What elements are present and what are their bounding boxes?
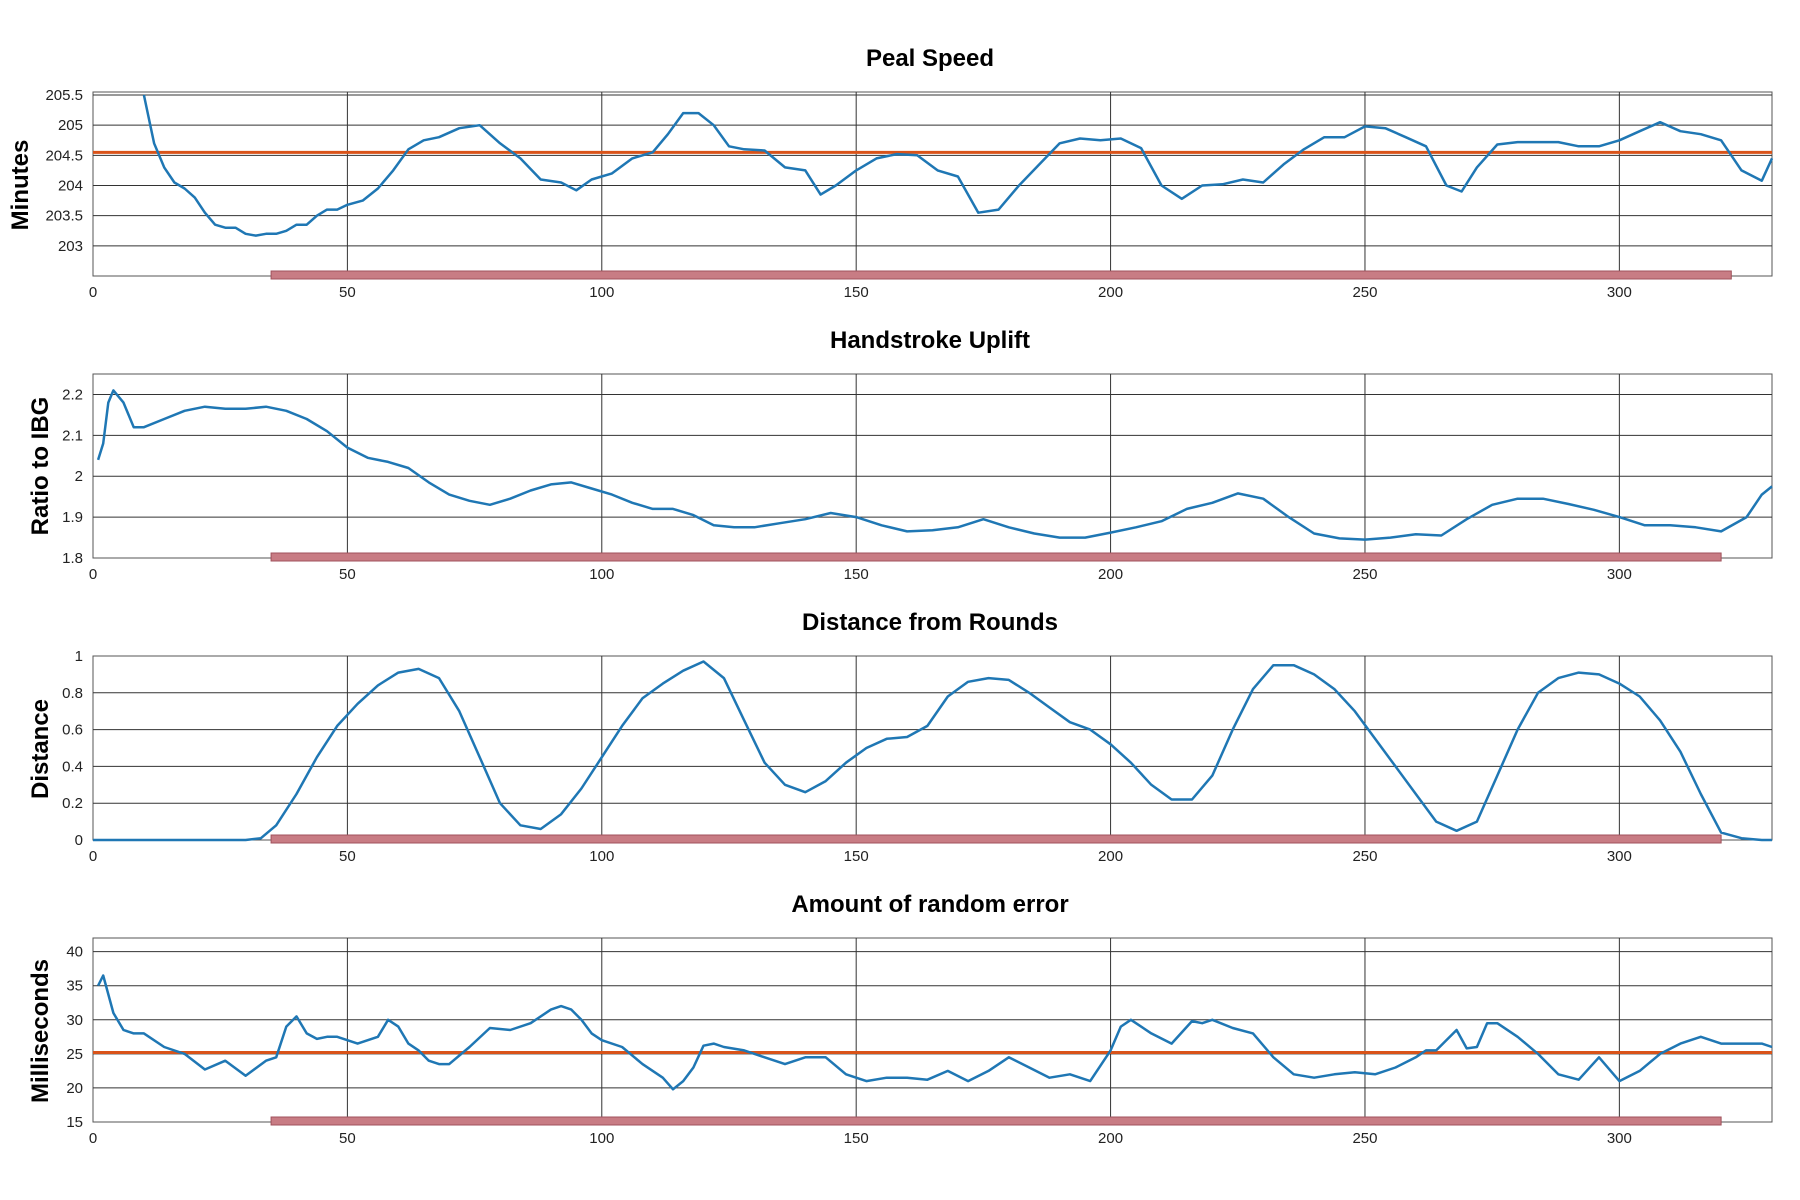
y-tick-label: 203 — [58, 238, 83, 255]
y-tick-label: 1.8 — [62, 550, 83, 567]
x-tick-label: 100 — [589, 848, 614, 865]
highlight-bar — [270, 834, 1722, 844]
y-tick-label: 205 — [58, 117, 83, 134]
x-tick-label: 250 — [1352, 848, 1377, 865]
x-tick-label: 300 — [1607, 1130, 1632, 1147]
chart-peal-speed: Peal Speed Minutes 0 50 100 150 200 250 300 203… — [7, 45, 1774, 301]
series-line — [96, 389, 1773, 541]
series-line — [93, 660, 1772, 842]
plot-area — [92, 655, 1773, 841]
x-tick-label: 0 — [89, 848, 97, 865]
y-tick-label: 204 — [58, 178, 83, 195]
x-tick-label: 300 — [1607, 848, 1632, 865]
x-tick-label: 50 — [339, 848, 356, 865]
x-tick-label: 150 — [844, 848, 869, 865]
chart-distance-from-rounds: Distance from Rounds Distance 0 50 100 150 2… — [27, 609, 1773, 865]
y-tick-label: 40 — [66, 944, 83, 961]
y-axis-label: Milliseconds — [27, 959, 54, 1103]
x-tick-label: 200 — [1098, 566, 1123, 583]
y-tick-label: 203.5 — [45, 208, 83, 225]
chart-handstroke-uplift: Handstroke Uplift Ratio to IBG 0 50 100 150… — [27, 327, 1773, 583]
chart-title: Distance from Rounds — [802, 609, 1058, 636]
x-tick-label: 150 — [844, 1130, 869, 1147]
x-tick-label: 100 — [589, 1130, 614, 1147]
y-tick-label: 2.1 — [62, 427, 83, 444]
y-tick-label: 0.6 — [62, 722, 83, 739]
y-tick-label: 0.8 — [62, 685, 83, 702]
highlight-bar — [270, 1116, 1722, 1126]
y-tick-label: 35 — [66, 978, 83, 995]
chart-random-error: Amount of random error Milliseconds 0 50 1… — [27, 891, 1773, 1147]
y-tick-label: 20 — [66, 1080, 83, 1097]
y-tick-label: 15 — [66, 1114, 83, 1131]
x-tick-label: 50 — [339, 284, 356, 301]
x-tick-label: 200 — [1098, 848, 1123, 865]
y-tick-label: 205.5 — [45, 87, 83, 104]
x-tick-label: 150 — [844, 566, 869, 583]
chart-title: Amount of random error — [791, 891, 1068, 918]
x-tick-label: 50 — [339, 1130, 356, 1147]
x-tick-label: 100 — [589, 284, 614, 301]
x-tick-label: 50 — [339, 566, 356, 583]
y-axis-label: Distance — [27, 699, 54, 799]
x-tick-label: 250 — [1352, 1130, 1377, 1147]
y-tick-label: 0.2 — [62, 795, 83, 812]
plot-area — [92, 91, 1773, 277]
x-tick-label: 200 — [1098, 284, 1123, 301]
chart-title: Peal Speed — [866, 45, 994, 72]
y-tick-label: 2 — [75, 468, 83, 485]
series-line — [96, 974, 1773, 1091]
x-tick-label: 300 — [1607, 284, 1632, 301]
x-tick-label: 250 — [1352, 284, 1377, 301]
y-tick-label: 0 — [75, 832, 83, 849]
x-tick-label: 0 — [89, 284, 97, 301]
y-tick-label: 0.4 — [62, 758, 83, 775]
x-tick-label: 250 — [1352, 566, 1377, 583]
x-tick-label: 300 — [1607, 566, 1632, 583]
y-tick-label: 1 — [75, 648, 83, 665]
y-tick-label: 1.9 — [62, 509, 83, 526]
x-tick-label: 0 — [89, 1130, 97, 1147]
y-tick-label: 25 — [66, 1046, 83, 1063]
x-tick-label: 200 — [1098, 1130, 1123, 1147]
plot-area — [92, 937, 1773, 1123]
plot-area — [92, 373, 1773, 559]
highlight-bar — [270, 552, 1722, 562]
x-tick-label: 100 — [589, 566, 614, 583]
series-line — [142, 94, 1774, 237]
y-tick-label: 204.5 — [45, 147, 83, 164]
chart-title: Handstroke Uplift — [830, 327, 1030, 354]
y-tick-label: 30 — [66, 1012, 83, 1029]
highlight-bar — [270, 270, 1732, 280]
y-axis-label: Minutes — [7, 140, 34, 231]
x-tick-label: 0 — [89, 566, 97, 583]
y-axis-label: Ratio to IBG — [27, 397, 54, 536]
x-tick-label: 150 — [844, 284, 869, 301]
y-tick-label: 2.2 — [62, 386, 83, 403]
